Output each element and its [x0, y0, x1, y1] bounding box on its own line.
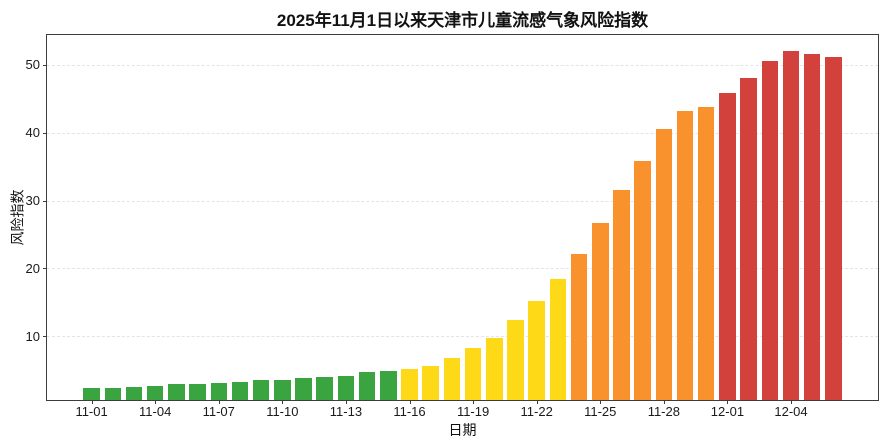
- bar-11-05: [168, 384, 185, 400]
- bar-11-12: [316, 376, 333, 400]
- bar-11-23: [549, 279, 567, 400]
- bar-11-26: [613, 189, 630, 400]
- x-tick-label-11-01: 11-01: [75, 404, 108, 419]
- gridline-y-30: [47, 200, 878, 202]
- bar-11-17: [422, 366, 439, 400]
- y-tick-40: [43, 132, 47, 134]
- bar-11-02: [104, 387, 122, 400]
- bar-11-18: [443, 357, 461, 400]
- bar-11-24: [570, 254, 588, 400]
- bar-12-02: [740, 77, 757, 400]
- bar-11-01: [83, 388, 100, 400]
- y-tick-label-10: 10: [25, 328, 40, 344]
- bar-11-03: [125, 387, 143, 400]
- bar-12-04: [782, 51, 800, 400]
- x-tick-11-28: [663, 400, 665, 404]
- x-tick-11-10: [282, 400, 284, 404]
- bar-11-11: [295, 378, 312, 400]
- gridline-y-10: [47, 336, 878, 338]
- x-tick-label-12-04: 12-04: [774, 404, 808, 419]
- x-tick-12-01: [727, 400, 729, 404]
- x-tick-label-11-25: 11-25: [584, 404, 617, 419]
- bar-11-27: [634, 161, 651, 400]
- y-tick-50: [43, 64, 47, 66]
- chart-title: 2025年11月1日以来天津市儿童流感气象风险指数: [276, 11, 649, 30]
- bar-11-09: [252, 380, 270, 400]
- x-tick-11-01: [91, 400, 93, 404]
- x-tick-label-12-01: 12-01: [710, 404, 745, 419]
- bar-12-01: [719, 93, 736, 400]
- bar-11-21: [507, 319, 524, 400]
- x-tick-label-11-16: 11-16: [393, 404, 426, 419]
- bar-11-25: [592, 222, 609, 400]
- y-tick-label-50: 50: [25, 57, 40, 73]
- y-tick-10: [43, 336, 47, 338]
- x-tick-11-07: [218, 400, 220, 404]
- y-tick-30: [43, 200, 47, 202]
- x-tick-label-11-19: 11-19: [456, 404, 490, 419]
- bar-11-14: [358, 372, 376, 400]
- bar-11-08: [231, 381, 249, 400]
- y-tick-label-40: 40: [25, 125, 40, 141]
- bar-11-13: [337, 376, 355, 400]
- bar-11-10: [274, 379, 291, 400]
- bar-11-15: [380, 370, 397, 400]
- bar-11-04: [146, 385, 164, 400]
- x-tick-label-11-22: 11-22: [520, 404, 553, 419]
- y-tick-label-20: 20: [25, 260, 40, 276]
- x-tick-11-16: [409, 400, 411, 404]
- x-tick-label-11-10: 11-10: [266, 404, 299, 419]
- gridline-y-20: [47, 268, 878, 270]
- y-tick-label-30: 30: [25, 193, 40, 209]
- x-tick-12-04: [791, 400, 792, 404]
- x-tick-11-04: [155, 400, 157, 404]
- bar-12-06: [825, 56, 842, 400]
- x-tick-11-25: [600, 400, 602, 404]
- x-tick-label-11-28: 11-28: [647, 404, 680, 419]
- gridline-y-40: [47, 132, 878, 134]
- x-tick-11-19: [473, 400, 475, 404]
- bar-11-16: [401, 368, 418, 400]
- x-tick-11-13: [345, 400, 347, 404]
- bar-11-22: [528, 300, 545, 400]
- bar-11-30: [697, 106, 715, 400]
- bar-11-29: [676, 110, 694, 400]
- y-tick-20: [43, 268, 47, 270]
- bar-11-20: [486, 337, 503, 400]
- x-tick-11-22: [536, 400, 538, 404]
- x-axis-label: 日期: [448, 422, 477, 438]
- x-tick-label-11-07: 11-07: [202, 404, 235, 419]
- bar-11-19: [464, 348, 482, 400]
- bar-12-05: [803, 54, 821, 400]
- bar-12-03: [761, 60, 779, 400]
- bar-11-28: [655, 128, 673, 400]
- bar-11-07: [210, 383, 228, 400]
- x-tick-label-11-13: 11-13: [329, 404, 363, 419]
- x-tick-label-11-04: 11-04: [139, 404, 172, 419]
- gridline-y-50: [47, 64, 878, 66]
- plot-area: [46, 34, 879, 401]
- bar-11-06: [189, 383, 206, 400]
